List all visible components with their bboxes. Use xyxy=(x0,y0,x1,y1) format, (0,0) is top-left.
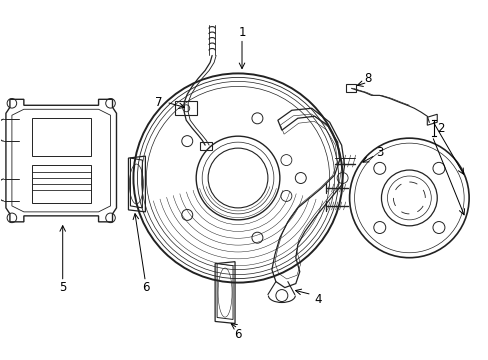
Text: 2: 2 xyxy=(437,122,444,135)
Text: 4: 4 xyxy=(313,293,321,306)
Text: 6: 6 xyxy=(142,281,149,294)
Text: 6: 6 xyxy=(234,328,241,341)
Text: 7: 7 xyxy=(155,96,162,109)
Text: 5: 5 xyxy=(59,281,66,294)
Text: 3: 3 xyxy=(375,145,383,159)
Text: 8: 8 xyxy=(363,72,370,85)
Text: 1: 1 xyxy=(238,26,245,39)
